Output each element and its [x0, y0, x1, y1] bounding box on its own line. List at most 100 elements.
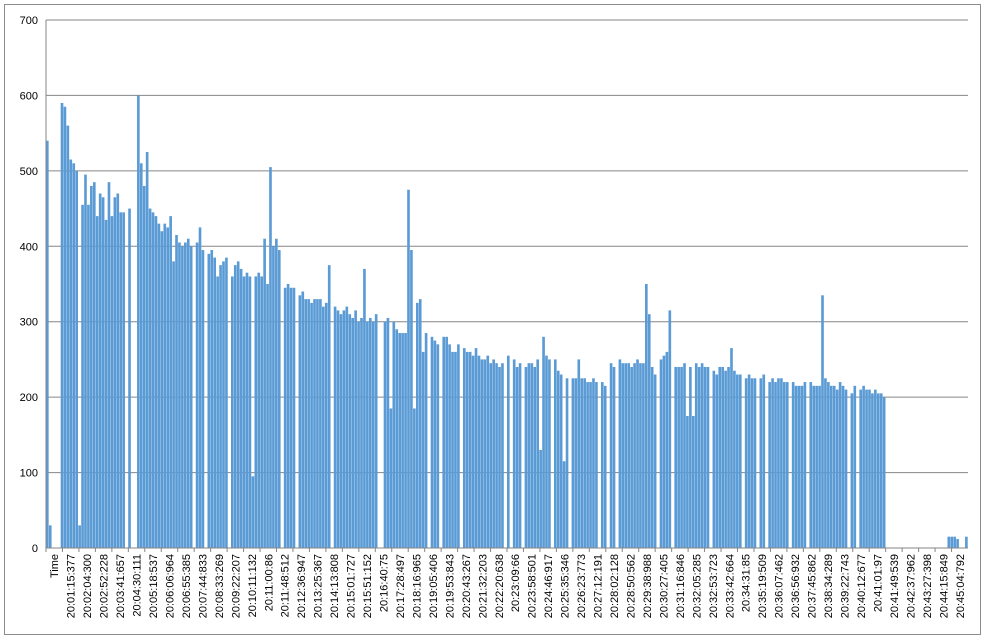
x-tick-label: 20:16:40:75: [379, 554, 391, 612]
bar: [213, 257, 217, 548]
bar: [783, 382, 786, 548]
bar: [457, 344, 460, 548]
bar: [800, 385, 804, 548]
bar: [319, 299, 322, 548]
bar: [501, 363, 504, 548]
bar: [647, 314, 651, 548]
bar: [424, 333, 428, 548]
bar: [257, 272, 261, 548]
bar: [703, 366, 707, 548]
bar: [642, 363, 645, 548]
bar: [292, 287, 296, 548]
bar: [609, 363, 613, 548]
bar: [777, 378, 780, 548]
bar: [871, 393, 874, 548]
x-tick-label: 20:38:34:289: [823, 554, 835, 618]
bar: [530, 363, 534, 548]
x-tick-label: 20:11:48:512: [280, 554, 292, 617]
bar: [198, 227, 202, 548]
bar: [835, 389, 839, 548]
bar: [242, 276, 246, 548]
bar: [351, 317, 355, 548]
bar: [586, 382, 589, 548]
bar: [398, 333, 401, 548]
bar: [727, 366, 730, 548]
x-tick-label: 20:20:43:267: [461, 554, 473, 618]
bar: [812, 385, 816, 548]
bar: [791, 382, 795, 548]
bar: [275, 238, 278, 549]
bar: [533, 366, 537, 548]
bar: [600, 382, 604, 548]
bar: [157, 223, 161, 548]
bar: [753, 378, 757, 548]
bar: [263, 238, 266, 549]
bar: [639, 363, 642, 548]
bar: [151, 212, 155, 548]
bar: [142, 185, 146, 548]
bar: [653, 374, 657, 548]
x-tick-label: 20:04:30:111: [132, 554, 144, 617]
bar: [395, 329, 399, 548]
bar: [603, 385, 607, 548]
bar: [841, 385, 845, 548]
bar: [462, 348, 466, 548]
bar: [668, 310, 672, 548]
x-tick-label: 20:06:06:964: [165, 554, 177, 618]
bar: [950, 536, 954, 548]
bar: [216, 276, 219, 548]
x-tick-label: 20:31:16:846: [675, 554, 687, 618]
bar: [233, 265, 237, 548]
bar: [818, 385, 821, 548]
bar: [589, 382, 592, 548]
bar: [148, 208, 152, 548]
bar: [862, 385, 865, 548]
bar: [733, 370, 736, 548]
bar: [821, 295, 824, 548]
bar: [90, 185, 93, 548]
bar: [230, 276, 234, 548]
bar: [222, 261, 225, 548]
bar: [762, 374, 766, 548]
x-tick-label: 20:27:12:191: [593, 554, 605, 618]
x-tick-label: 20:45:04:792: [955, 554, 967, 618]
bar: [363, 268, 366, 548]
bar: [92, 182, 96, 549]
bar: [201, 250, 205, 548]
bar: [809, 382, 813, 548]
bar: [383, 321, 387, 548]
bar: [389, 408, 393, 548]
bar: [680, 366, 683, 548]
bar: [236, 261, 240, 548]
x-tick-label: Time: [49, 554, 61, 578]
bar: [210, 250, 214, 548]
bar: [254, 276, 258, 548]
x-tick-label: 20:32:53:723: [708, 554, 720, 618]
x-tick-label: 20:02:04:300: [82, 554, 94, 618]
bar: [492, 359, 495, 548]
bar: [686, 416, 689, 548]
bar: [512, 359, 516, 548]
bar: [474, 348, 478, 548]
bar: [322, 306, 325, 548]
bar: [832, 385, 836, 548]
bar: [113, 197, 117, 548]
bar: [677, 366, 680, 548]
bar: [186, 238, 190, 549]
x-tick-label: 20:05:18:537: [148, 554, 160, 618]
bar: [636, 359, 639, 548]
x-tick-label: 20:02:52:228: [99, 554, 111, 618]
bar: [260, 276, 263, 548]
x-tick-label: 20:32:05:285: [691, 554, 703, 618]
bar: [659, 359, 663, 548]
bar: [768, 382, 771, 548]
x-tick-label: 20:42:37:962: [905, 554, 917, 618]
bar: [879, 393, 883, 548]
bar: [868, 389, 871, 548]
x-tick-label: 20:11:00:86: [263, 554, 275, 611]
x-tick-label: 20:34:31:85: [741, 554, 753, 612]
bar: [859, 389, 862, 548]
bar: [342, 310, 346, 548]
bar: [333, 306, 337, 548]
bar: [169, 216, 172, 549]
